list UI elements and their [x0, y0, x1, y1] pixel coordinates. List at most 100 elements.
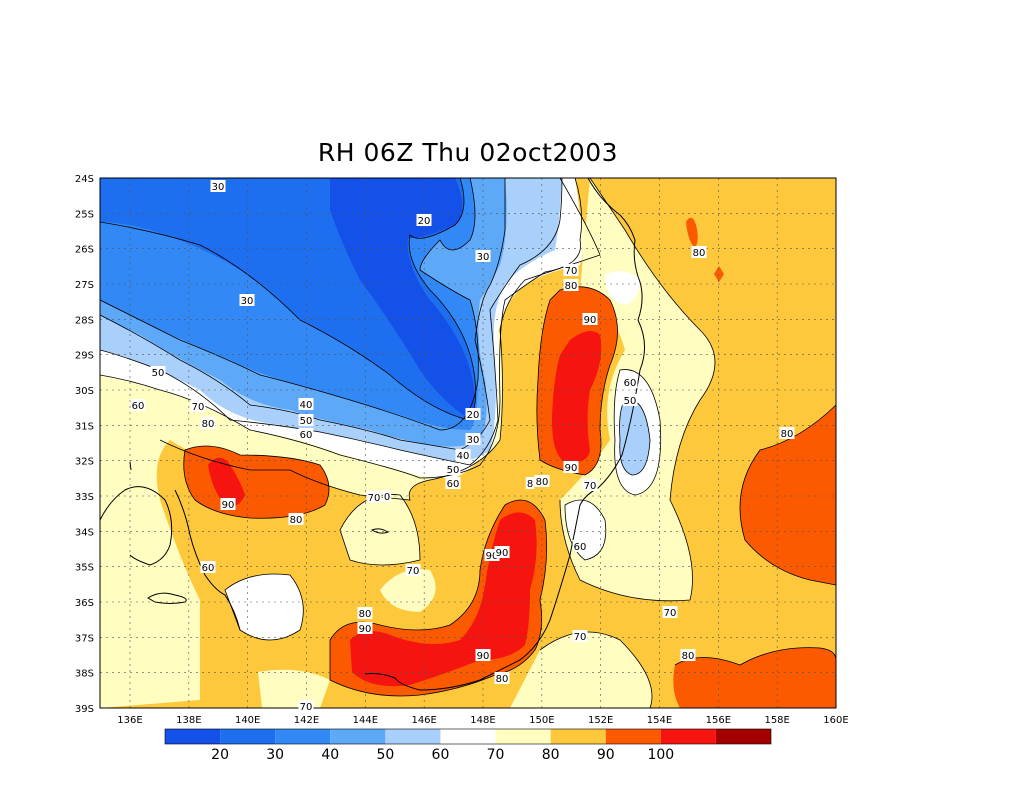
contour-label: 90 [565, 463, 578, 474]
contour-line [159, 178, 601, 501]
contour-label: 40 [457, 451, 470, 462]
longitude-tick-label: 140E [235, 715, 260, 726]
rh-band-90-100-west [208, 457, 245, 507]
latitude-tick-label: 38S [75, 669, 94, 680]
longitude-tick-label: 136E [117, 715, 142, 726]
contour-label-bg [494, 672, 510, 684]
colorbar-tick-label: 100 [647, 747, 674, 763]
contour-label: 70 [192, 402, 205, 413]
latitude-tick-label: 33S [75, 492, 94, 503]
contour-label-bg [525, 477, 535, 489]
contour-label-bg [190, 400, 206, 412]
colorbar: 20 30 40 50 60 70 80 90 100 [164, 728, 772, 763]
colorbar-swatch [330, 729, 386, 744]
contour-label: 80 [781, 429, 794, 440]
contour-label-bg [475, 250, 491, 262]
contour-label: 90 [486, 551, 499, 562]
contour-label: 50 [300, 416, 313, 427]
coastline-island [147, 592, 187, 604]
rh-band-60-70-se [258, 669, 330, 708]
latitude-tick-label: 30S [75, 386, 94, 397]
contour-label: 50 [624, 396, 637, 407]
contour-line [674, 647, 836, 666]
contour-label-bg [622, 394, 638, 406]
latitude-tick-label: 36S [75, 598, 94, 609]
latitude-tick-label: 34S [75, 527, 94, 538]
contour-line [100, 178, 563, 466]
longitude-tick-label: 154E [647, 715, 672, 726]
longitude-tick-label: 138E [176, 715, 201, 726]
colorbar-swatch [605, 729, 661, 744]
contour-label: 70 [574, 632, 587, 643]
coastline-east [364, 178, 645, 691]
colorbar-tick-label: 80 [542, 747, 560, 763]
contour-label-bg [563, 279, 579, 291]
contour-label-bg [288, 513, 304, 525]
contour-label-bg [691, 246, 707, 258]
contour-label-bg [357, 622, 373, 634]
contour-label: 80 [359, 609, 372, 620]
contour-label: 60 [300, 430, 313, 441]
colorbar-swatch [220, 729, 276, 744]
contour-label-bg [210, 180, 226, 192]
contour-label-bg [298, 398, 314, 410]
contour-label-bg [220, 498, 236, 510]
coastline-gulf [100, 486, 173, 566]
colorbar-tick-label: 40 [321, 747, 339, 763]
colorbar-tick-label: 20 [211, 747, 229, 763]
contour-label-bg [455, 449, 471, 461]
rh-band-40-50-east [619, 399, 650, 475]
contour-label: 60 [132, 401, 145, 412]
rh-band-80-90-ne2 [714, 266, 724, 282]
contour-label-bg [563, 461, 579, 473]
contour-line [339, 494, 421, 566]
latitude-tick-label: 24S [75, 174, 94, 185]
graticule [100, 178, 836, 708]
colorbar-swatch [550, 729, 606, 744]
contour-label-bg [150, 366, 166, 378]
latitude-tick-label: 25S [75, 209, 94, 220]
coastline-cape [129, 461, 132, 471]
contour-label-bg [445, 463, 461, 475]
contour-line [539, 631, 653, 708]
longitude-tick-label: 144E [353, 715, 378, 726]
colorbar-tick-label: 30 [266, 747, 284, 763]
contour-label-bg [572, 540, 588, 552]
contour-label-bg [239, 294, 255, 306]
rh-band-90-100-north [552, 331, 602, 463]
latitude-tick-label: 28S [75, 315, 94, 326]
longitude-tick-label: 160E [823, 715, 848, 726]
coastline-gulf2 [174, 489, 241, 631]
contour-label: 70 [407, 566, 420, 577]
contour-label-bg [622, 376, 638, 388]
contour-line [183, 445, 330, 519]
contour-label: 80 [682, 651, 695, 662]
contour-label: 90 [496, 548, 509, 559]
colorbar-tick-label: 60 [432, 747, 450, 763]
contour-label-bg [445, 477, 461, 489]
contour-label: 0 [384, 492, 390, 503]
contour-lines [100, 178, 836, 708]
contour-label: 80 [496, 674, 509, 685]
longitude-tick-label: 152E [588, 715, 613, 726]
latitude-tick-label: 35S [75, 563, 94, 574]
latitude-tick-label: 27S [75, 280, 94, 291]
rh-band-below-20 [330, 178, 476, 418]
contour-label: 8 [527, 479, 533, 490]
latitude-tick-label: 26S [75, 245, 94, 256]
contour-label-bg [298, 428, 314, 440]
longitude-axis: 136E 138E 140E 142E 144E 146E 148E 150E 152E 154E… [117, 715, 848, 726]
rh-band-90-100-south [350, 512, 537, 687]
contour-label-bg [200, 561, 216, 573]
contour-label-bg [357, 607, 373, 619]
contour-line [739, 404, 836, 586]
rh-band-60-70-mid [340, 494, 420, 565]
contour-label: 70 [368, 493, 381, 504]
colorbar-swatch [440, 729, 496, 744]
contour-label: 60 [202, 563, 215, 574]
longitude-tick-label: 146E [411, 715, 436, 726]
colorbar-swatch [660, 729, 716, 744]
colorbar-tick-label: 50 [376, 747, 394, 763]
contour-line [536, 286, 618, 476]
contour-label: 70 [565, 266, 578, 277]
